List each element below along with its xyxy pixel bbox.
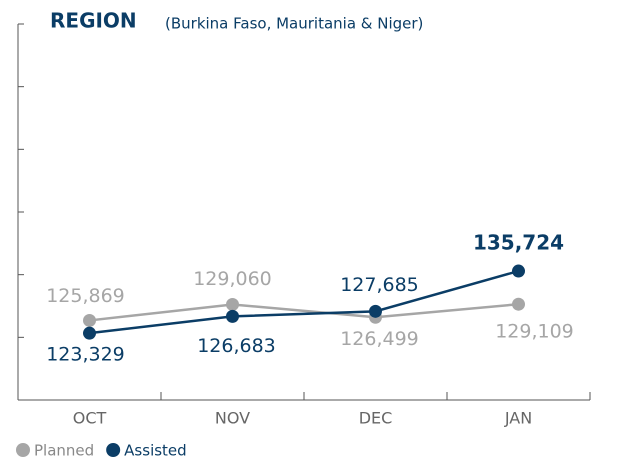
data-label: 129,109	[495, 321, 574, 343]
legend-swatch	[106, 443, 121, 457]
legend-label: Planned	[34, 442, 94, 460]
series-line	[89, 302, 519, 322]
x-tick-label: OCT	[73, 409, 107, 428]
data-point	[83, 326, 96, 340]
data-point	[83, 313, 96, 327]
data-label: 125,869	[46, 285, 125, 307]
data-label: 129,060	[193, 268, 272, 290]
data-point	[512, 297, 525, 311]
x-tick-label: NOV	[215, 409, 250, 428]
legend-swatch	[16, 443, 30, 457]
data-label: 127,685	[340, 274, 419, 296]
data-point	[369, 304, 382, 318]
chart-title: REGION	[50, 9, 137, 33]
data-label: 135,724	[473, 231, 564, 255]
series-line	[89, 269, 519, 335]
x-tick-label: JAN	[504, 409, 532, 428]
data-label: 126,683	[197, 335, 276, 357]
data-point	[226, 309, 239, 323]
chart-subtitle: (Burkina Faso, Mauritania & Niger)	[165, 15, 423, 33]
data-point	[226, 297, 239, 311]
data-label: 126,499	[340, 328, 419, 350]
legend-label: Assisted	[124, 442, 187, 460]
x-tick-label: DEC	[359, 409, 393, 428]
data-point	[512, 264, 525, 278]
data-label: 123,329	[46, 344, 125, 366]
